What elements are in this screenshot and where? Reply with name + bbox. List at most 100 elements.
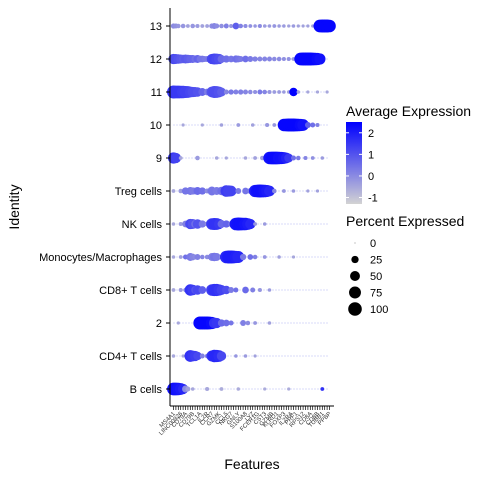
expression-dot xyxy=(314,53,326,65)
expression-dot xyxy=(224,156,228,160)
expression-dot xyxy=(171,189,176,193)
expression-dot xyxy=(214,156,219,160)
expression-dot xyxy=(276,56,282,62)
expression-dot xyxy=(257,287,262,293)
expression-dots xyxy=(167,19,336,396)
expression-dot xyxy=(250,287,256,293)
size-legend-label: 50 xyxy=(370,271,382,283)
expression-dot xyxy=(263,387,267,391)
expression-dot xyxy=(296,155,301,161)
size-legend: Percent Expressed 0 25 50 75 100 xyxy=(346,213,464,316)
expression-dot xyxy=(247,56,254,62)
expression-dot xyxy=(225,185,237,197)
size-legend-dot xyxy=(349,286,361,299)
x-axis-ticks: MS4A1LINC00926CD79ACD79BTCL1AIL7RCCR7GZM… xyxy=(158,406,333,437)
y-tick-label: 2 xyxy=(156,318,162,330)
y-tick-label: 11 xyxy=(151,87,162,99)
expression-dot xyxy=(171,255,176,259)
expression-dot xyxy=(277,255,281,259)
expression-dot xyxy=(198,286,207,294)
expression-dot xyxy=(262,222,267,226)
y-tick-label: B cells xyxy=(130,384,163,396)
expression-dot xyxy=(253,24,257,28)
expression-dot xyxy=(296,24,300,28)
y-tick-label: 9 xyxy=(156,153,162,165)
expression-dot xyxy=(291,155,296,161)
expression-dot xyxy=(253,156,258,160)
expression-dot xyxy=(306,24,310,28)
expression-dot xyxy=(291,24,296,28)
expression-dot xyxy=(198,88,207,96)
y-tick-label: Treg cells xyxy=(115,186,163,198)
expression-dot xyxy=(235,188,242,194)
size-legend-label: 25 xyxy=(370,255,382,267)
size-legend-dot xyxy=(348,302,362,316)
expression-dot xyxy=(253,89,258,95)
y-tick-label: CD8+ T cells xyxy=(99,285,162,297)
expression-dot xyxy=(320,156,325,160)
expression-dot xyxy=(222,285,231,295)
expression-dot xyxy=(267,56,272,62)
expression-dot xyxy=(245,320,251,326)
expression-dot xyxy=(219,387,224,391)
expression-dot xyxy=(277,90,282,94)
expression-dot xyxy=(272,90,277,94)
expression-dot xyxy=(222,55,230,63)
expression-dot xyxy=(287,387,291,391)
expression-dot xyxy=(198,220,206,228)
expression-dot xyxy=(257,89,263,95)
size-legend-label: 100 xyxy=(370,304,388,316)
expression-dot xyxy=(217,87,226,97)
expression-dot xyxy=(315,90,320,94)
expression-dot xyxy=(217,319,226,327)
expression-dot xyxy=(262,89,267,95)
expression-dot xyxy=(243,354,248,358)
expression-dot xyxy=(228,89,234,95)
color-tick-label: 0 xyxy=(368,171,374,183)
expression-dot xyxy=(194,254,201,260)
expression-dot xyxy=(233,89,239,95)
expression-dot xyxy=(282,24,286,28)
expression-dot xyxy=(240,320,247,326)
expression-dot xyxy=(176,321,180,325)
expression-dot xyxy=(248,89,253,95)
plot-axes xyxy=(169,8,334,407)
color-tick-label: -1 xyxy=(368,193,378,205)
expression-dot xyxy=(180,23,186,29)
expression-dot xyxy=(178,188,183,194)
expression-dot xyxy=(171,222,176,226)
expression-dot xyxy=(200,24,205,28)
y-tick-label: 13 xyxy=(150,21,162,33)
x-tick-label: LYZ xyxy=(244,411,256,423)
color-legend-bar xyxy=(346,122,362,204)
expression-dot xyxy=(253,354,257,358)
expression-dot xyxy=(289,87,298,97)
expression-dot xyxy=(247,254,254,260)
expression-dot xyxy=(232,251,245,263)
expression-dot xyxy=(311,24,315,28)
expression-dot xyxy=(291,255,296,259)
expression-dot xyxy=(281,189,286,193)
expression-dot xyxy=(200,123,204,127)
expression-dot xyxy=(171,354,176,358)
expression-dot xyxy=(222,319,230,327)
expression-dot xyxy=(198,187,206,195)
expression-dot xyxy=(237,56,244,62)
expression-dot xyxy=(262,255,267,259)
expression-dot xyxy=(272,123,277,127)
expression-dot xyxy=(181,123,185,127)
expression-dot xyxy=(199,353,205,359)
expression-dot xyxy=(262,56,268,62)
expression-dot xyxy=(243,89,248,95)
expression-dot xyxy=(253,222,258,226)
expression-dot xyxy=(272,24,277,28)
expression-dot xyxy=(306,90,310,94)
expression-dot xyxy=(171,288,176,292)
size-legend-title: Percent Expressed xyxy=(346,213,464,229)
expression-dot xyxy=(277,24,281,28)
expression-dot xyxy=(267,24,272,28)
expression-dot xyxy=(243,23,248,29)
expression-dot xyxy=(234,354,238,358)
expression-dot xyxy=(216,351,227,361)
